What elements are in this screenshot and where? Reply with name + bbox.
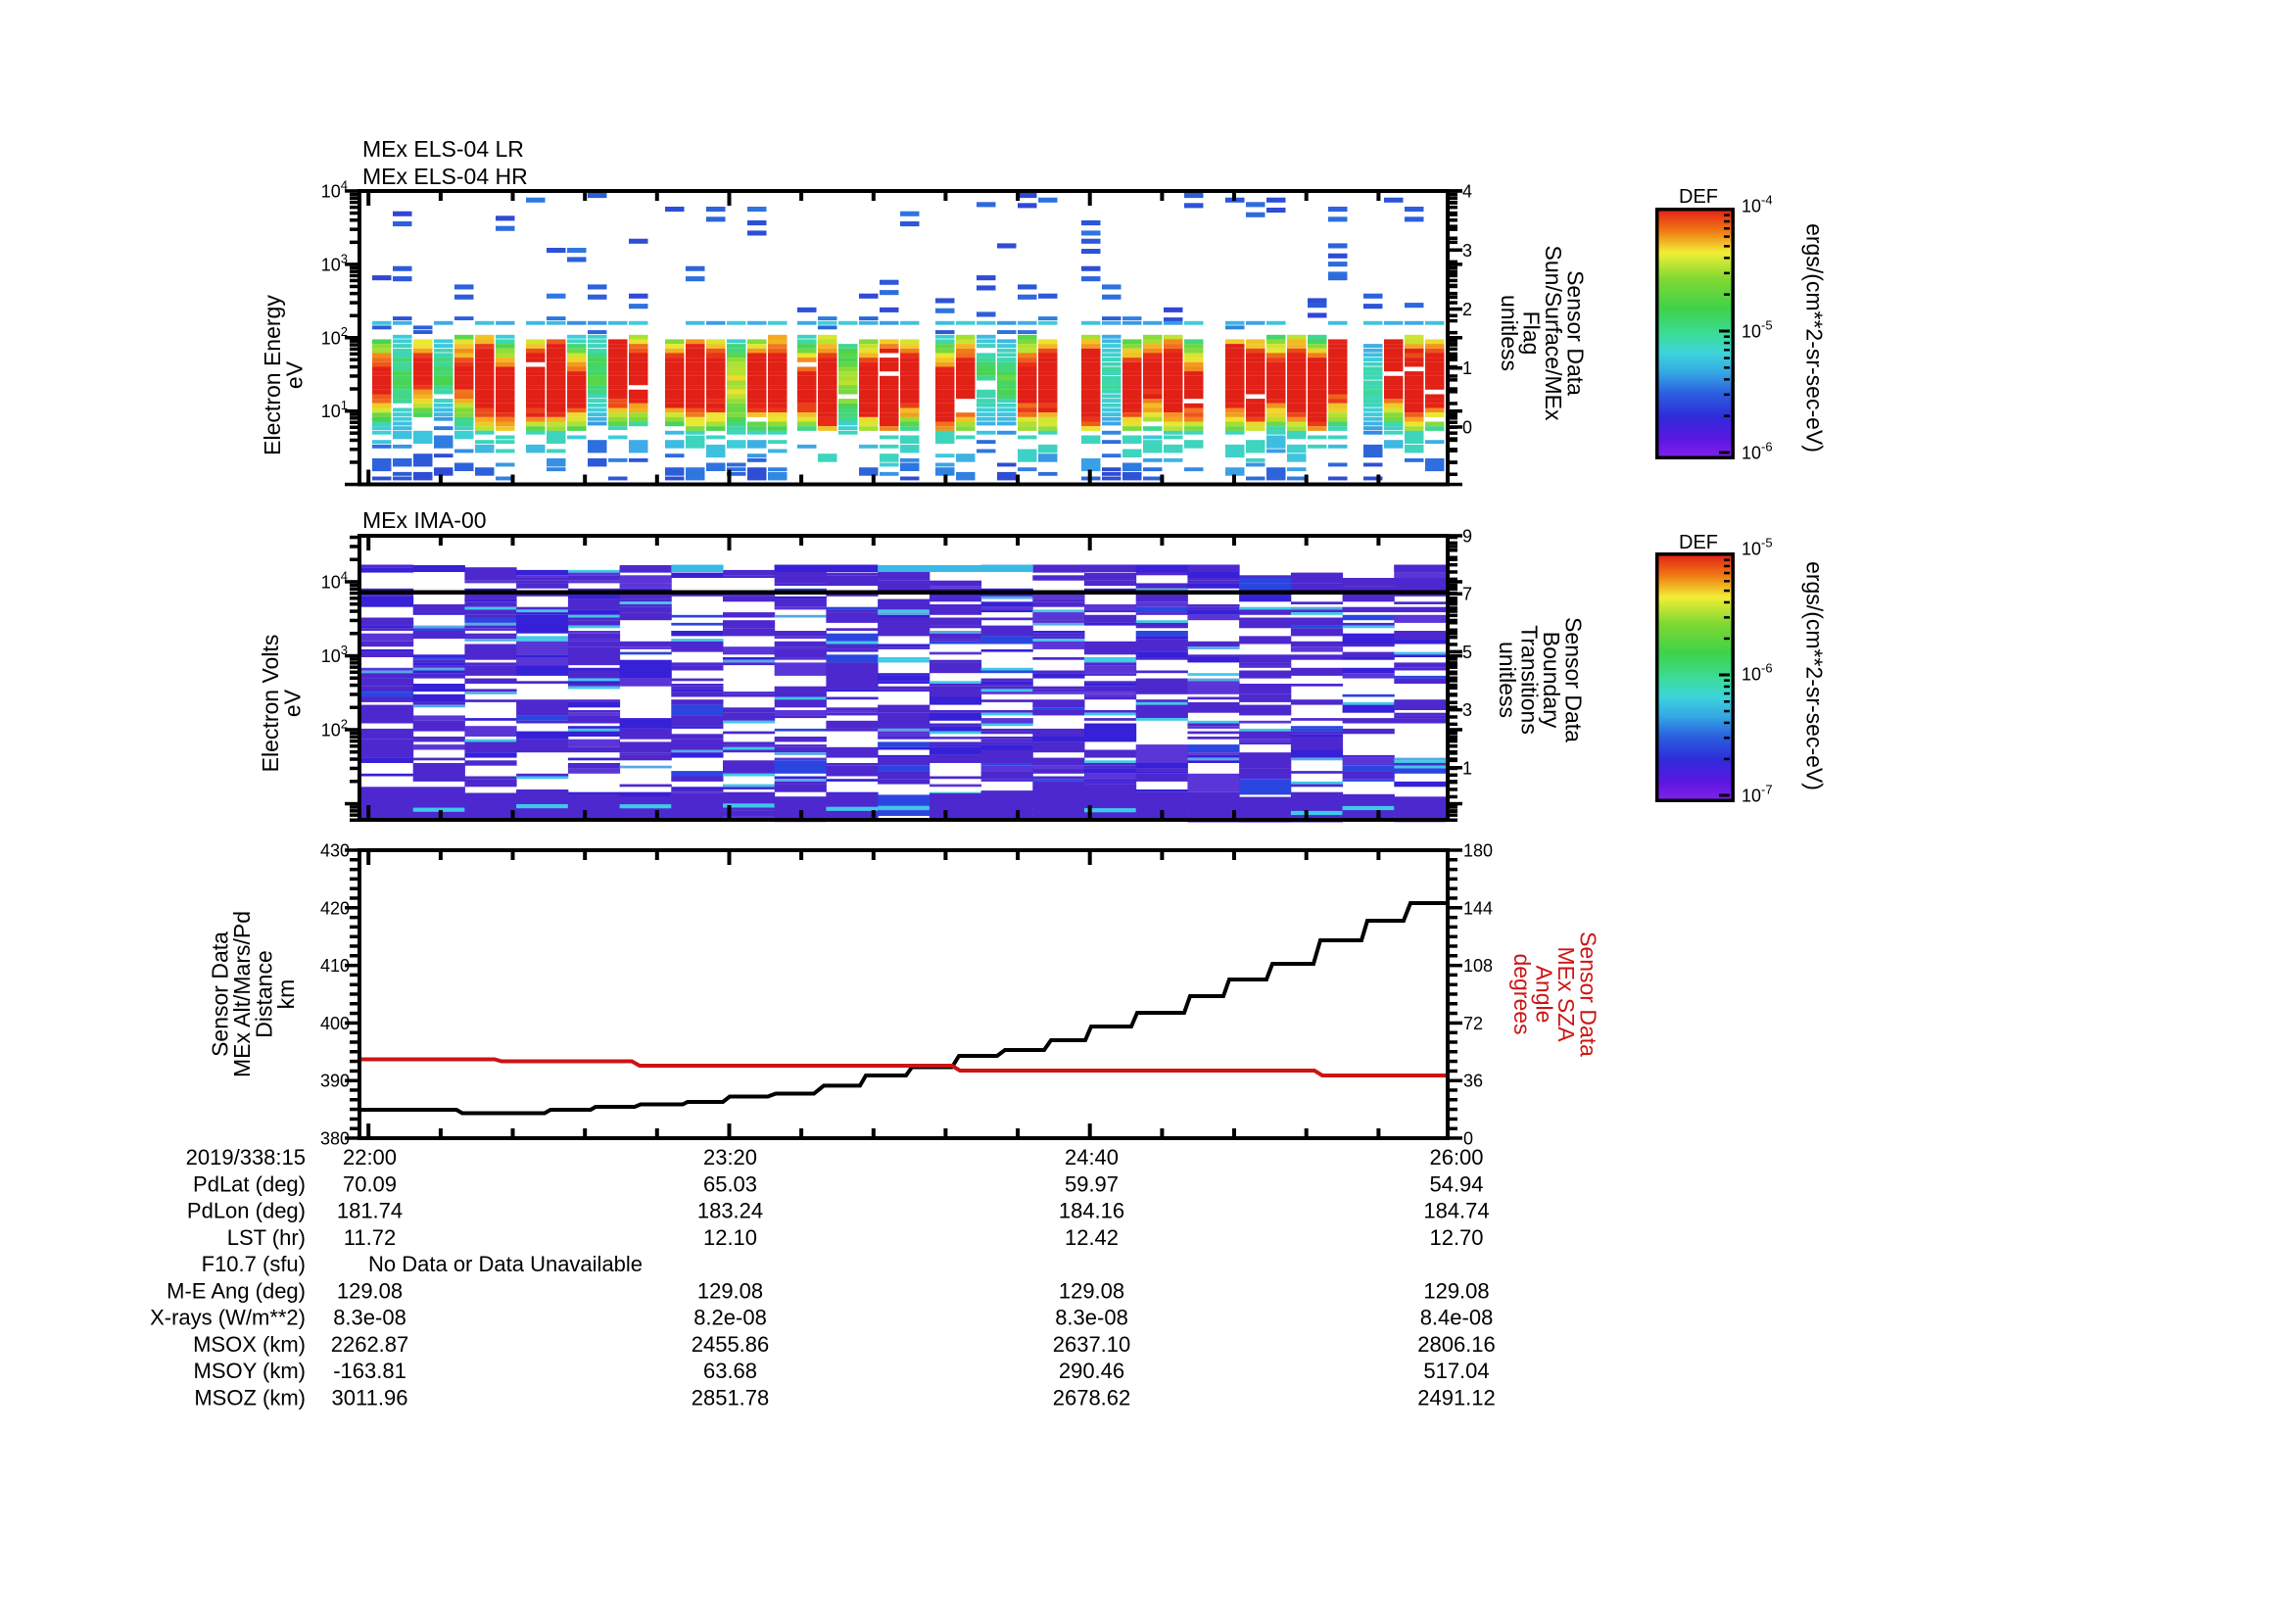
svg-text:36: 36 xyxy=(1463,1072,1483,1091)
svg-text:MEx Alt/Mars/Pd: MEx Alt/Mars/Pd xyxy=(229,911,255,1077)
svg-text:Sun/Surface/MEx: Sun/Surface/MEx xyxy=(1541,246,1566,421)
svg-text:X-rays (W/m**2): X-rays (W/m**2) xyxy=(150,1306,306,1330)
svg-text:Angle: Angle xyxy=(1532,966,1557,1024)
svg-text:54.94: 54.94 xyxy=(1429,1171,1483,1196)
svg-text:PdLat (deg): PdLat (deg) xyxy=(193,1171,306,1196)
svg-text:Sensor Data: Sensor Data xyxy=(1576,931,1601,1057)
svg-text:MEx IMA-00: MEx IMA-00 xyxy=(362,507,487,533)
svg-text:8.3e-08: 8.3e-08 xyxy=(333,1306,406,1330)
svg-text:Electron Energy: Electron Energy xyxy=(260,295,285,455)
svg-text:7: 7 xyxy=(1462,585,1472,604)
svg-text:Sensor Data: Sensor Data xyxy=(1563,270,1589,396)
svg-text:Electron Volts: Electron Volts xyxy=(258,635,283,773)
svg-text:9: 9 xyxy=(1462,527,1472,547)
svg-text:MSOX (km): MSOX (km) xyxy=(193,1332,306,1357)
svg-text:DEF: DEF xyxy=(1679,532,1718,553)
svg-text:2019/338:15: 2019/338:15 xyxy=(186,1145,306,1170)
svg-text:1: 1 xyxy=(1462,358,1472,378)
svg-text:MEx ELS-04 LR: MEx ELS-04 LR xyxy=(362,136,524,162)
svg-text:144: 144 xyxy=(1463,898,1493,918)
svg-text:420: 420 xyxy=(320,898,350,918)
svg-text:-163.81: -163.81 xyxy=(333,1359,406,1383)
svg-text:DEF: DEF xyxy=(1679,186,1718,208)
svg-text:104: 104 xyxy=(321,568,348,592)
svg-text:23:20: 23:20 xyxy=(703,1145,757,1170)
svg-text:517.04: 517.04 xyxy=(1423,1359,1489,1383)
svg-text:11.72: 11.72 xyxy=(344,1225,396,1250)
svg-text:2678.62: 2678.62 xyxy=(1053,1386,1131,1410)
svg-text:5: 5 xyxy=(1462,643,1472,662)
svg-text:390: 390 xyxy=(320,1072,350,1091)
svg-text:24:40: 24:40 xyxy=(1065,1145,1119,1170)
svg-text:0: 0 xyxy=(1463,1129,1473,1149)
svg-text:10-7: 10-7 xyxy=(1742,782,1773,805)
svg-text:ergs/(cm**2-sr-sec-eV): ergs/(cm**2-sr-sec-eV) xyxy=(1802,561,1828,790)
svg-text:2491.12: 2491.12 xyxy=(1417,1386,1496,1410)
svg-text:72: 72 xyxy=(1463,1014,1483,1033)
svg-text:unitless: unitless xyxy=(1495,642,1520,718)
svg-text:12.10: 12.10 xyxy=(703,1225,757,1250)
svg-text:F10.7 (sfu): F10.7 (sfu) xyxy=(202,1252,306,1276)
svg-text:M-E Ang (deg): M-E Ang (deg) xyxy=(167,1278,306,1303)
svg-text:MSOY (km): MSOY (km) xyxy=(194,1359,306,1383)
svg-text:degrees: degrees xyxy=(1509,953,1535,1034)
svg-text:290.46: 290.46 xyxy=(1059,1359,1124,1383)
svg-text:184.16: 184.16 xyxy=(1059,1199,1124,1223)
svg-text:22:00: 22:00 xyxy=(343,1145,397,1170)
svg-text:410: 410 xyxy=(320,956,350,976)
svg-text:Boundary: Boundary xyxy=(1539,632,1564,729)
svg-text:Sensor Data: Sensor Data xyxy=(1561,617,1587,742)
svg-text:8.4e-08: 8.4e-08 xyxy=(1420,1306,1494,1330)
svg-text:183.24: 183.24 xyxy=(697,1199,763,1223)
svg-text:No Data or Data Unavailable: No Data or Data Unavailable xyxy=(368,1252,643,1276)
svg-text:181.74: 181.74 xyxy=(337,1199,403,1223)
svg-text:2455.86: 2455.86 xyxy=(692,1332,770,1357)
svg-text:ergs/(cm**2-sr-sec-eV): ergs/(cm**2-sr-sec-eV) xyxy=(1802,223,1828,453)
svg-text:4: 4 xyxy=(1462,182,1472,202)
svg-text:Distance: Distance xyxy=(252,950,277,1037)
svg-text:MEx ELS-04 HR: MEx ELS-04 HR xyxy=(362,164,528,189)
svg-text:1: 1 xyxy=(1462,758,1472,778)
svg-text:MSOZ (km): MSOZ (km) xyxy=(194,1386,306,1410)
svg-text:MEx SZA: MEx SZA xyxy=(1553,946,1579,1042)
svg-text:10-5: 10-5 xyxy=(1742,317,1773,341)
svg-text:Transitions: Transitions xyxy=(1517,625,1543,735)
svg-text:2262.87: 2262.87 xyxy=(331,1332,409,1357)
svg-text:LST (hr): LST (hr) xyxy=(227,1225,306,1250)
svg-text:108: 108 xyxy=(1463,956,1493,976)
svg-text:2851.78: 2851.78 xyxy=(692,1386,770,1410)
svg-text:3: 3 xyxy=(1462,700,1472,720)
svg-text:2637.10: 2637.10 xyxy=(1053,1332,1131,1357)
svg-text:26:00: 26:00 xyxy=(1429,1145,1483,1170)
svg-text:3011.96: 3011.96 xyxy=(332,1386,408,1410)
svg-text:63.68: 63.68 xyxy=(703,1359,757,1383)
svg-text:129.08: 129.08 xyxy=(1059,1278,1124,1303)
svg-text:PdLon (deg): PdLon (deg) xyxy=(187,1199,306,1223)
svg-text:0: 0 xyxy=(1462,418,1472,438)
svg-text:8.3e-08: 8.3e-08 xyxy=(1055,1306,1128,1330)
svg-text:2: 2 xyxy=(1462,300,1472,319)
svg-text:8.2e-08: 8.2e-08 xyxy=(693,1306,767,1330)
svg-text:430: 430 xyxy=(320,841,350,861)
svg-text:129.08: 129.08 xyxy=(697,1278,763,1303)
svg-text:59.97: 59.97 xyxy=(1065,1171,1119,1196)
svg-text:180: 180 xyxy=(1463,841,1493,861)
svg-text:129.08: 129.08 xyxy=(1423,1278,1489,1303)
svg-text:12.70: 12.70 xyxy=(1429,1225,1483,1250)
svg-text:380: 380 xyxy=(320,1129,350,1149)
svg-text:2806.16: 2806.16 xyxy=(1417,1332,1496,1357)
svg-text:129.08: 129.08 xyxy=(337,1278,403,1303)
svg-text:3: 3 xyxy=(1462,241,1472,261)
svg-text:65.03: 65.03 xyxy=(703,1171,757,1196)
svg-text:400: 400 xyxy=(320,1014,350,1033)
svg-text:Flag: Flag xyxy=(1519,311,1545,356)
svg-text:eV: eV xyxy=(280,689,306,717)
svg-text:eV: eV xyxy=(282,360,308,389)
svg-text:70.09: 70.09 xyxy=(343,1171,397,1196)
svg-text:12.42: 12.42 xyxy=(1065,1225,1119,1250)
svg-text:km: km xyxy=(273,979,299,1010)
svg-text:Sensor Data: Sensor Data xyxy=(208,931,233,1057)
svg-text:184.74: 184.74 xyxy=(1423,1199,1489,1223)
svg-text:unitless: unitless xyxy=(1497,295,1522,371)
